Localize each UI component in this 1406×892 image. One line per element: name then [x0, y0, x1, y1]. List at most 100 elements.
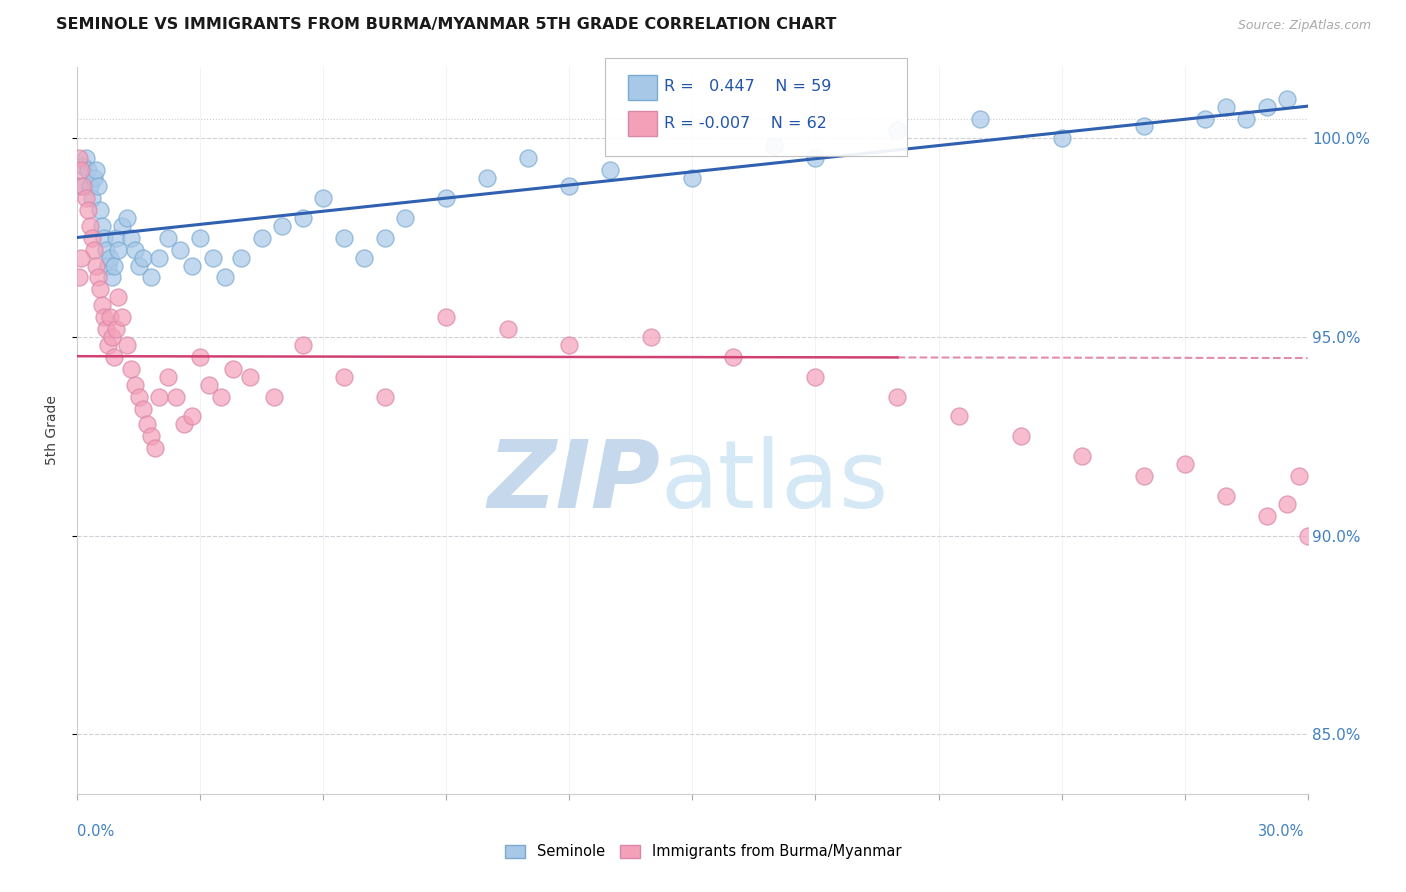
Point — [763, 139, 786, 153]
Point — [436, 310, 458, 325]
Point — [181, 409, 204, 424]
Point — [128, 390, 150, 404]
Point — [141, 270, 163, 285]
Point — [72, 159, 94, 173]
Point — [97, 259, 120, 273]
Point — [124, 243, 146, 257]
Point — [128, 259, 150, 273]
Point — [1215, 489, 1237, 503]
Point — [201, 251, 224, 265]
Point — [291, 211, 314, 225]
Point — [79, 219, 101, 233]
Point — [250, 231, 273, 245]
Text: R = -0.007    N = 62: R = -0.007 N = 62 — [664, 117, 827, 131]
Point — [1275, 497, 1298, 511]
Point — [1010, 429, 1032, 443]
Point — [103, 350, 125, 364]
Point — [132, 251, 155, 265]
Point — [723, 350, 745, 364]
Point — [682, 171, 704, 186]
Text: 0.0%: 0.0% — [77, 824, 114, 838]
Point — [886, 123, 908, 137]
Point — [436, 191, 458, 205]
Point — [1194, 112, 1216, 126]
Point — [948, 409, 970, 424]
Point — [76, 163, 98, 178]
Point — [1296, 529, 1319, 543]
Point — [156, 369, 179, 384]
Point — [222, 361, 245, 376]
Point — [143, 442, 166, 456]
Point — [87, 270, 110, 285]
Point — [101, 270, 124, 285]
Point — [599, 163, 621, 178]
Point — [80, 231, 103, 245]
Point — [80, 191, 103, 205]
Point — [1174, 457, 1197, 471]
Point — [105, 231, 128, 245]
Point — [90, 219, 114, 233]
Point — [75, 151, 97, 165]
Point — [517, 151, 540, 165]
Point — [173, 417, 195, 432]
Point — [209, 390, 232, 404]
Point — [70, 179, 93, 194]
Text: R =   0.447    N = 59: R = 0.447 N = 59 — [664, 79, 831, 94]
Text: Source: ZipAtlas.com: Source: ZipAtlas.com — [1237, 19, 1371, 31]
Point — [84, 163, 107, 178]
Point — [115, 338, 138, 352]
Point — [1132, 469, 1154, 483]
Text: SEMINOLE VS IMMIGRANTS FROM BURMA/MYANMAR 5TH GRADE CORRELATION CHART: SEMINOLE VS IMMIGRANTS FROM BURMA/MYANMA… — [56, 17, 837, 31]
Point — [477, 171, 499, 186]
Point — [239, 369, 262, 384]
Point — [312, 191, 335, 205]
Point — [169, 243, 191, 257]
Point — [353, 251, 375, 265]
Point — [101, 330, 124, 344]
Point — [1071, 449, 1094, 463]
Point — [70, 163, 93, 178]
Point — [120, 361, 142, 376]
Point — [98, 251, 121, 265]
Point — [90, 298, 114, 312]
Point — [97, 338, 120, 352]
Point — [640, 330, 662, 344]
Point — [83, 171, 105, 186]
Point — [89, 202, 111, 217]
Point — [79, 179, 101, 194]
Point — [188, 350, 212, 364]
Point — [271, 219, 294, 233]
Point — [103, 259, 125, 273]
Point — [188, 231, 212, 245]
Point — [197, 377, 219, 392]
Point — [1234, 112, 1257, 126]
Text: 30.0%: 30.0% — [1258, 824, 1305, 838]
Point — [94, 243, 117, 257]
Point — [136, 417, 159, 432]
Point — [87, 179, 110, 194]
Point — [181, 259, 204, 273]
Point — [333, 231, 356, 245]
Point — [124, 377, 146, 392]
Point — [105, 322, 128, 336]
Point — [67, 151, 90, 165]
Point — [804, 369, 827, 384]
Point — [148, 390, 170, 404]
Point — [70, 251, 93, 265]
Point — [93, 231, 115, 245]
Point — [1215, 100, 1237, 114]
Point — [969, 112, 991, 126]
Point — [374, 390, 396, 404]
Point — [1256, 508, 1278, 523]
Point — [156, 231, 179, 245]
Point — [263, 390, 285, 404]
Point — [496, 322, 519, 336]
Point — [886, 390, 908, 404]
Point — [214, 270, 236, 285]
Point — [107, 243, 129, 257]
Point — [804, 151, 827, 165]
Point — [132, 401, 155, 416]
Text: atlas: atlas — [661, 435, 889, 528]
Point — [94, 322, 117, 336]
Point — [333, 369, 356, 384]
